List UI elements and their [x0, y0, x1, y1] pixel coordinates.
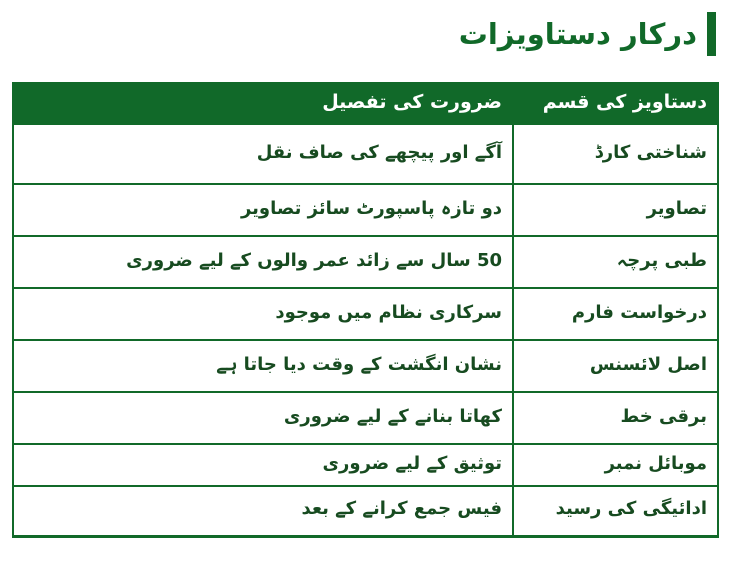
table-row: تصاویر دو تازہ پاسپورٹ سائز تصاویر	[12, 183, 719, 237]
table-row: طبی پرچہ 50 سال سے زائد عمر والوں کے لیے…	[12, 235, 719, 289]
doc-type-cell: موبائل نمبر	[512, 443, 719, 487]
header-doc-type: دستاویز کی قسم	[512, 82, 719, 125]
requirement-detail-cell: فیس جمع کرانے کے بعد	[12, 485, 514, 538]
header-requirement-detail: ضرورت کی تفصیل	[12, 82, 514, 125]
requirement-detail-cell: سرکاری نظام میں موجود	[12, 287, 514, 341]
table-body: شناختی کارڈ آگے اور پیچھے کی صاف نقل تصا…	[12, 123, 719, 538]
header-row: دستاویز کی قسم ضرورت کی تفصیل	[12, 82, 719, 125]
requirement-detail-cell: 50 سال سے زائد عمر والوں کے لیے ضروری	[12, 235, 514, 289]
doc-type-cell: طبی پرچہ	[512, 235, 719, 289]
doc-type-cell: شناختی کارڈ	[512, 123, 719, 185]
required-documents-table-wrap: دستاویز کی قسم ضرورت کی تفصیل شناختی کار…	[12, 82, 719, 538]
table-row: برقی خط کھاتا بنانے کے لیے ضروری	[12, 391, 719, 445]
doc-type-cell: اصل لائسنس	[512, 339, 719, 393]
page-title: درکار دستاویزات	[458, 17, 697, 51]
requirement-detail-cell: کھاتا بنانے کے لیے ضروری	[12, 391, 514, 445]
table-row: شناختی کارڈ آگے اور پیچھے کی صاف نقل	[12, 123, 719, 185]
doc-type-cell: تصاویر	[512, 183, 719, 237]
table-header: دستاویز کی قسم ضرورت کی تفصیل	[12, 82, 719, 125]
requirement-detail-cell: دو تازہ پاسپورٹ سائز تصاویر	[12, 183, 514, 237]
doc-type-cell: درخواست فارم	[512, 287, 719, 341]
table-row: موبائل نمبر توثیق کے لیے ضروری	[12, 443, 719, 487]
page-title-block: درکار دستاویزات	[459, 10, 716, 58]
table-row: اصل لائسنس نشان انگشت کے وقت دیا جاتا ہے	[12, 339, 719, 393]
table-row: درخواست فارم سرکاری نظام میں موجود	[12, 287, 719, 341]
doc-type-cell: برقی خط	[512, 391, 719, 445]
required-documents-table: دستاویز کی قسم ضرورت کی تفصیل شناختی کار…	[12, 82, 719, 538]
doc-type-cell: ادائیگی کی رسید	[512, 485, 719, 538]
requirement-detail-cell: آگے اور پیچھے کی صاف نقل	[12, 123, 514, 185]
title-accent-bar	[707, 12, 716, 56]
requirement-detail-cell: نشان انگشت کے وقت دیا جاتا ہے	[12, 339, 514, 393]
requirement-detail-cell: توثیق کے لیے ضروری	[12, 443, 514, 487]
table-row: ادائیگی کی رسید فیس جمع کرانے کے بعد	[12, 485, 719, 538]
